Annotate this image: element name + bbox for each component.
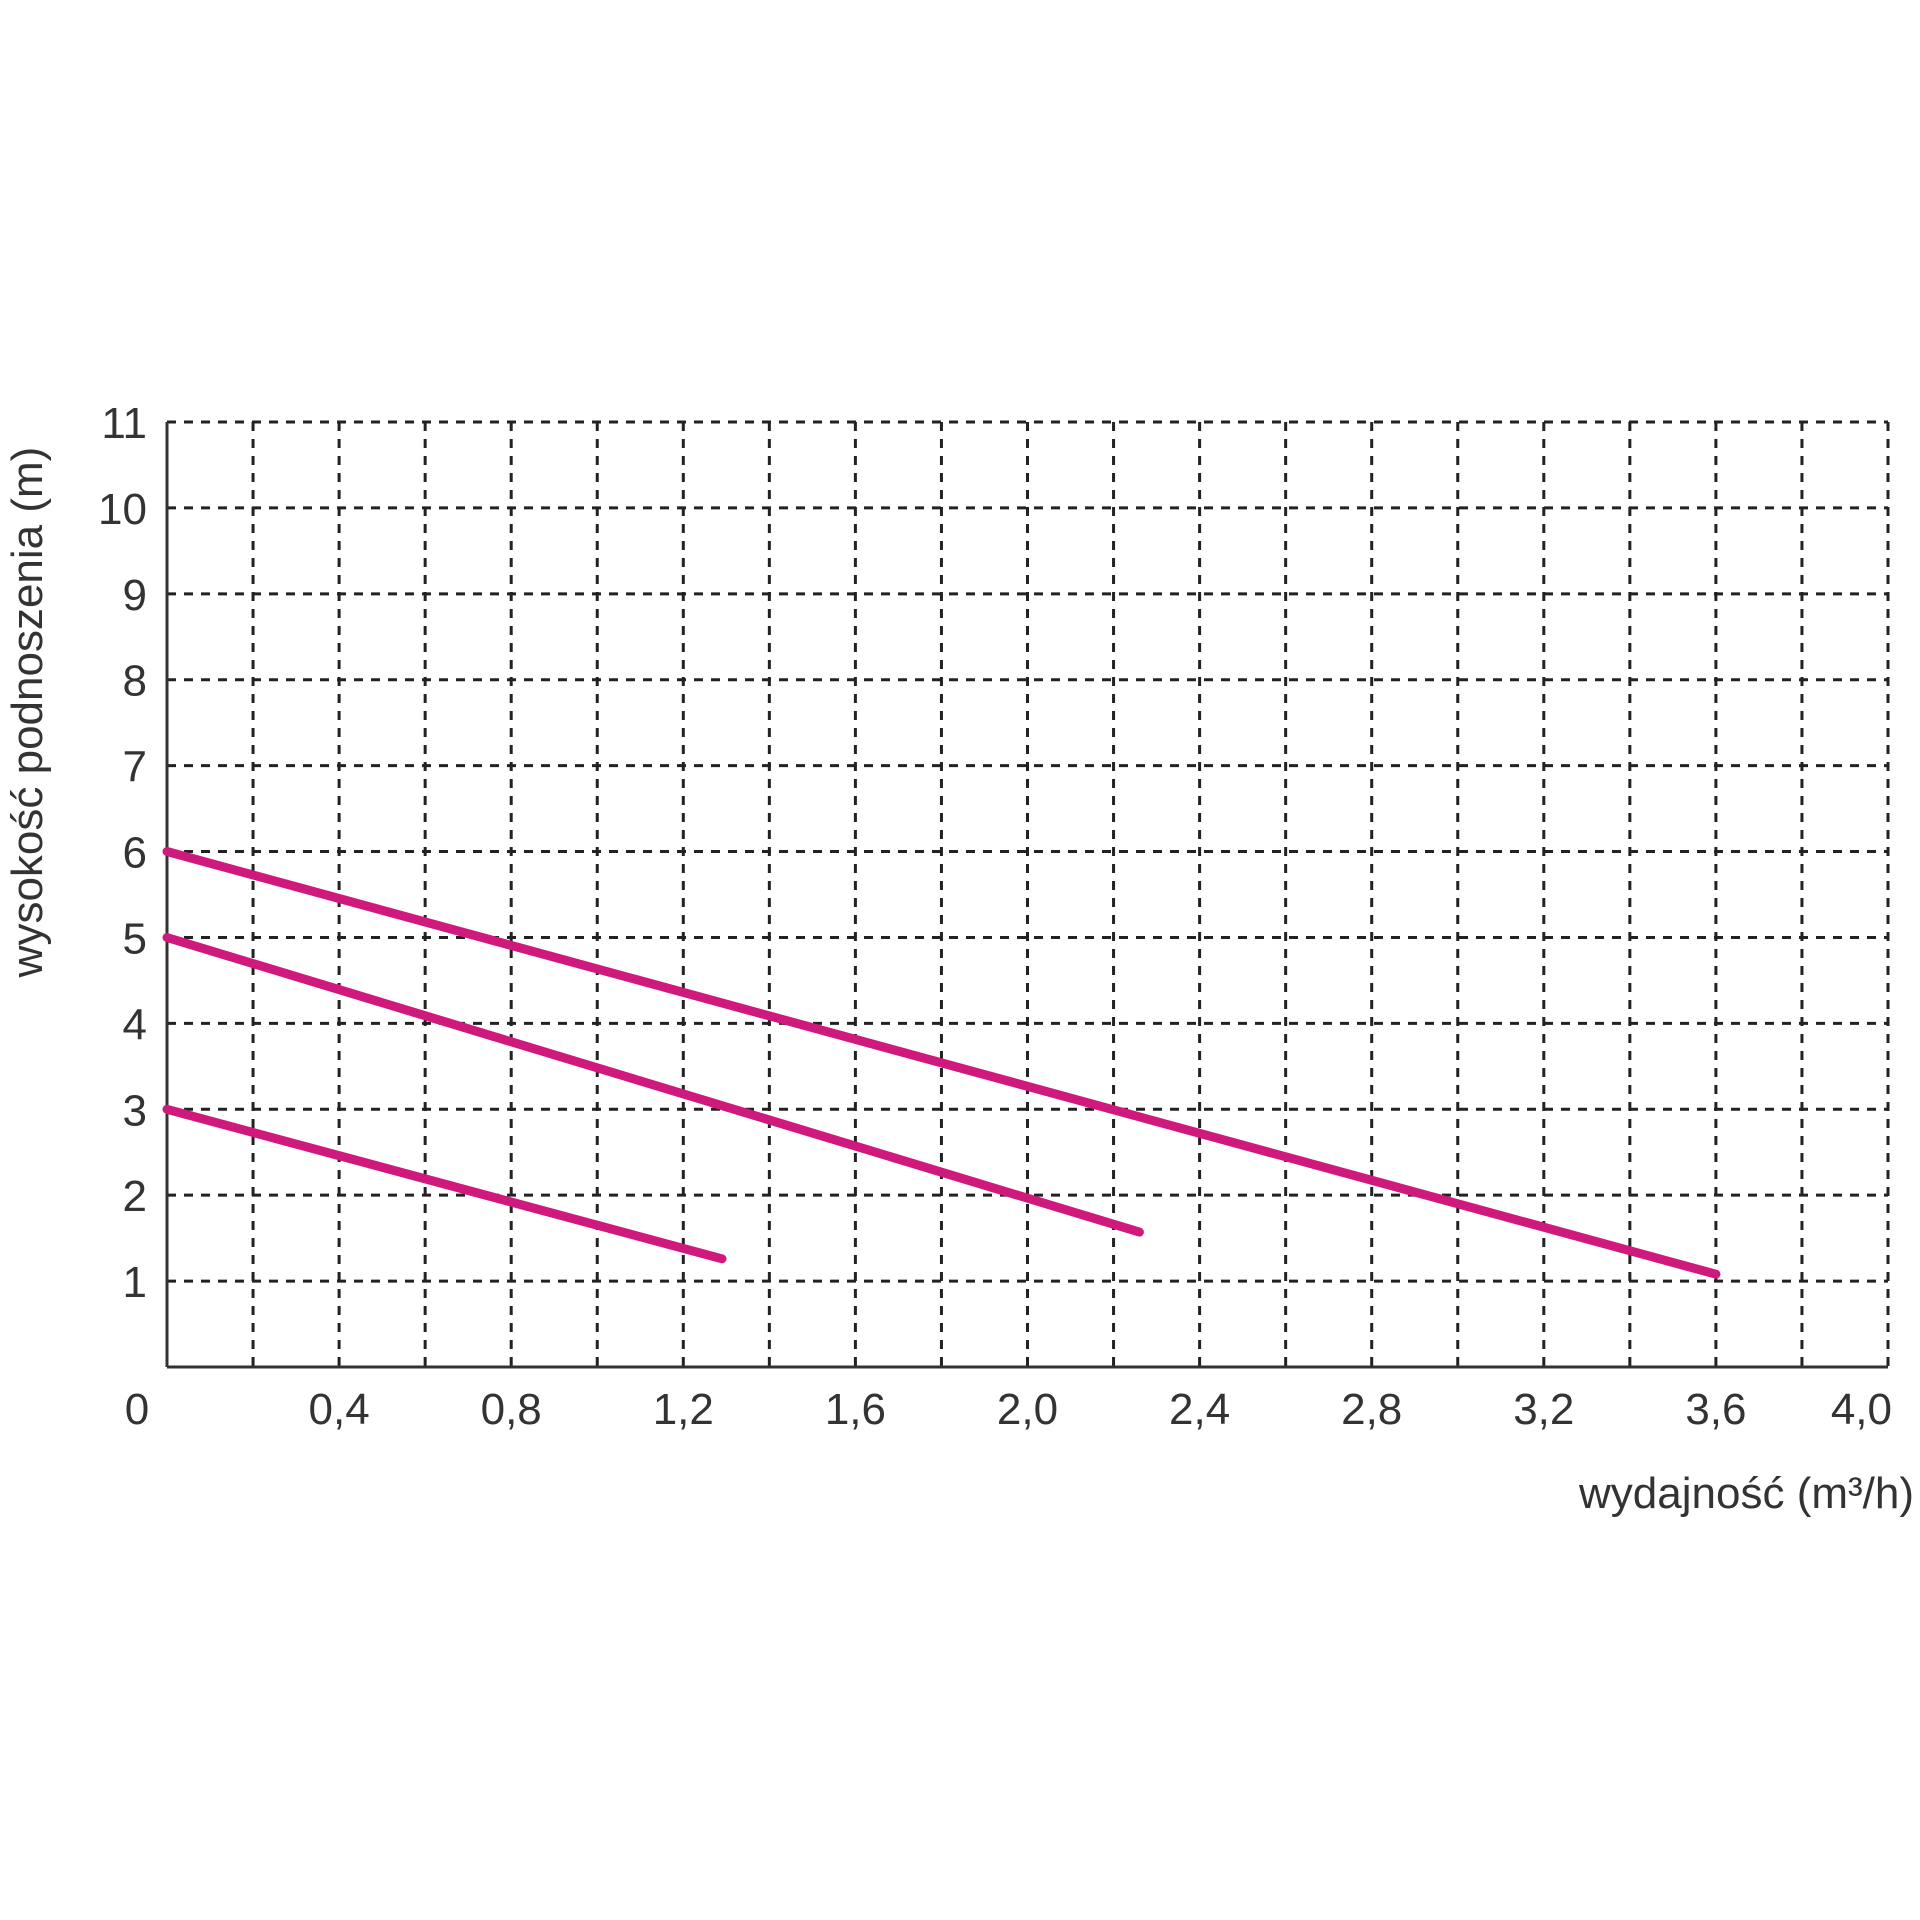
x-tick-label: 0,8 (481, 1385, 542, 1434)
y-tick-label: 5 (123, 914, 147, 963)
y-tick-labels: 1 2 3 4 5 6 7 8 9 10 11 (98, 399, 147, 1307)
x-tick-labels: 0 0,4 0,8 1,2 1,6 2,0 2,4 2,8 3,2 3,6 4,0 (125, 1385, 1892, 1434)
series-line-1 (162, 847, 1721, 1279)
y-tick-label: 4 (123, 1000, 147, 1049)
x-tick-label: 1,2 (653, 1385, 714, 1434)
x-tick-label: 3,6 (1685, 1385, 1746, 1434)
y-tick-label: 3 (123, 1086, 147, 1135)
x-tick-label: 0 (125, 1385, 149, 1434)
series-lines (162, 847, 1721, 1279)
x-tick-label: 1,6 (825, 1385, 886, 1434)
y-tick-label: 2 (123, 1172, 147, 1221)
y-tick-label: 9 (123, 571, 147, 620)
x-tick-label: 4,0 (1831, 1385, 1892, 1434)
axes (165, 422, 1888, 1369)
x-tick-label: 2,0 (997, 1385, 1058, 1434)
y-tick-label: 11 (101, 399, 147, 448)
series-line-3 (162, 1104, 727, 1264)
y-axis-label: wysokość podnoszenia (m) (3, 447, 52, 979)
x-tick-label: 2,4 (1169, 1385, 1230, 1434)
y-tick-label: 10 (98, 485, 147, 534)
y-tick-label: 7 (123, 743, 147, 792)
grid-lines (167, 420, 1890, 1367)
x-tick-label: 0,4 (309, 1385, 370, 1434)
y-tick-label: 8 (123, 657, 147, 706)
x-axis-label: wydajność (m³/h) (1578, 1469, 1914, 1518)
x-tick-label: 3,2 (1513, 1385, 1574, 1434)
series-line-2 (162, 933, 1144, 1237)
x-tick-label: 2,8 (1341, 1385, 1402, 1434)
y-tick-label: 1 (123, 1258, 147, 1307)
y-tick-label: 6 (123, 829, 147, 878)
